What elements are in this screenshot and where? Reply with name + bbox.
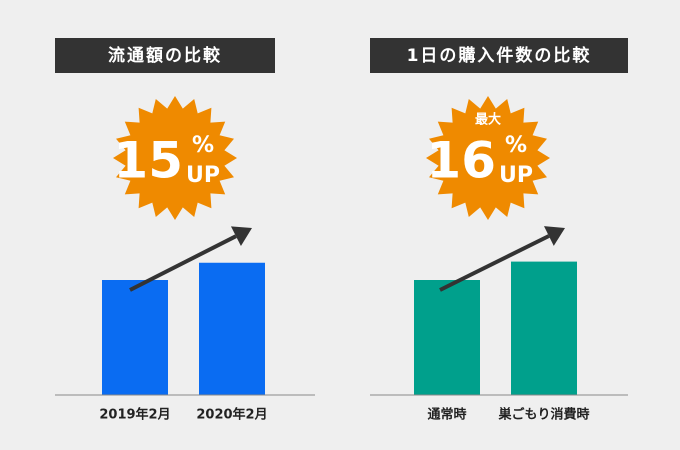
trend-arrow-head xyxy=(230,226,252,246)
x-tick-label: 2019年2月 xyxy=(99,407,170,423)
x-tick-label: 2020年2月 xyxy=(196,407,267,423)
badge-value: 15 xyxy=(113,132,183,190)
bar xyxy=(414,280,480,395)
bar xyxy=(199,262,265,395)
title-bar xyxy=(370,38,628,73)
badge-unit: % xyxy=(505,133,527,158)
badge-prefix: 最大 xyxy=(475,112,501,128)
trend-arrow-head xyxy=(543,226,565,246)
badge-suffix: UP xyxy=(499,163,533,188)
trend-arrow xyxy=(439,234,550,292)
chart-title: 1日の購入件数の比較 xyxy=(407,45,592,66)
x-tick-label: 通常時 xyxy=(427,407,466,423)
title-bar xyxy=(55,38,275,73)
badge-burst xyxy=(426,96,550,220)
bar xyxy=(511,261,577,395)
badge-value: 16 xyxy=(426,132,496,190)
chart-title: 流通額の比較 xyxy=(108,45,222,66)
bar xyxy=(102,280,168,395)
badge-unit: % xyxy=(192,133,214,158)
trend-arrow xyxy=(129,234,237,292)
badge-suffix: UP xyxy=(186,163,220,188)
badge-burst xyxy=(113,96,237,220)
x-tick-label: 巣ごもり消費時 xyxy=(497,407,589,423)
